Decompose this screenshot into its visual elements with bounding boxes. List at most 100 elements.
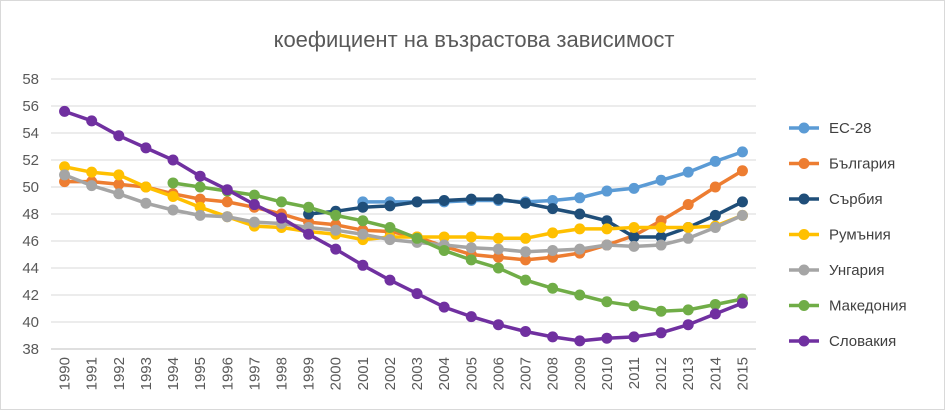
data-point — [248, 189, 260, 201]
data-point — [682, 319, 694, 331]
series-4 — [59, 169, 748, 258]
x-tick-label: 2015 — [734, 357, 751, 390]
data-point — [736, 297, 748, 309]
legend-label: Унгария — [829, 262, 884, 279]
x-tick-label: 1999 — [301, 357, 318, 390]
data-point — [113, 169, 125, 181]
data-point — [167, 204, 179, 216]
data-point — [547, 244, 559, 256]
x-tick-label: 2009 — [572, 357, 589, 390]
data-point — [601, 296, 613, 308]
x-tick-label: 1993 — [138, 357, 155, 390]
legend-label: Словакия — [829, 333, 896, 350]
y-tick-label: 56 — [22, 98, 39, 115]
data-point — [86, 180, 98, 192]
data-point — [574, 243, 586, 255]
y-tick-label: 52 — [22, 152, 39, 169]
x-tick-label: 1998 — [273, 357, 290, 390]
x-tick-label: 2001 — [355, 357, 372, 390]
data-point — [655, 239, 667, 251]
data-point — [411, 288, 423, 300]
legend-swatch-marker — [798, 158, 810, 169]
series-lines — [59, 105, 748, 347]
data-point — [601, 215, 613, 227]
y-tick-label: 46 — [22, 233, 39, 250]
data-point — [113, 188, 125, 200]
x-tick-label: 2002 — [382, 357, 399, 390]
data-point — [221, 196, 233, 208]
axes: 38 40 42 44 46 48 50 52 54 56 58 1990 1991 1992 1993 19… — [22, 71, 756, 390]
x-tick-label: 2003 — [409, 357, 426, 390]
data-point — [682, 222, 694, 233]
x-tick-label: 1990 — [57, 357, 74, 390]
data-point — [574, 335, 586, 347]
data-point — [492, 193, 504, 205]
legend: ЕС-28 България Сърбия Румъния Унгария Македон… — [789, 120, 907, 350]
data-point — [682, 232, 694, 244]
data-point — [574, 192, 586, 204]
series-6 — [59, 105, 748, 347]
y-tick-label: 38 — [22, 341, 39, 358]
data-point — [194, 201, 206, 213]
legend-swatch-marker — [798, 300, 810, 311]
y-tick-label: 42 — [22, 287, 39, 304]
data-point — [520, 325, 532, 337]
data-point — [709, 155, 721, 167]
x-tick-label: 1992 — [111, 357, 128, 390]
data-point — [221, 184, 233, 196]
y-tick-label: 58 — [22, 71, 39, 88]
data-point — [547, 203, 559, 215]
x-tick-label: 2014 — [707, 357, 724, 390]
series-line — [171, 181, 745, 313]
data-point — [709, 298, 721, 310]
legend-swatch-marker — [798, 193, 810, 205]
data-point — [547, 282, 559, 294]
data-point — [194, 209, 206, 221]
data-point — [438, 244, 450, 256]
legend-item: Сърбия — [789, 191, 883, 208]
x-tick-label: 2000 — [328, 357, 345, 390]
x-tick-label: 2010 — [599, 357, 616, 390]
data-point — [113, 130, 125, 142]
data-point — [465, 311, 477, 323]
data-point — [492, 319, 504, 331]
series-1 — [59, 165, 748, 266]
data-point — [303, 201, 315, 213]
data-point — [465, 254, 477, 266]
data-point — [140, 142, 152, 154]
data-point — [520, 246, 532, 258]
data-point — [628, 331, 640, 343]
data-point — [465, 242, 477, 254]
data-point — [86, 166, 98, 178]
data-point — [248, 199, 260, 211]
data-point — [628, 182, 640, 194]
data-point — [682, 199, 694, 211]
data-point — [357, 259, 369, 271]
legend-item: Македония — [789, 298, 907, 315]
data-point — [709, 222, 721, 233]
data-point — [655, 305, 667, 317]
data-point — [492, 251, 504, 263]
data-point — [628, 231, 640, 243]
data-point — [736, 146, 748, 158]
data-point — [655, 231, 667, 243]
legend-item: Унгария — [789, 262, 884, 279]
data-point — [167, 190, 179, 202]
x-tick-label: 2011 — [626, 357, 643, 389]
data-point — [59, 105, 71, 117]
data-point — [574, 223, 586, 235]
data-point — [411, 196, 423, 208]
data-point — [574, 208, 586, 220]
data-point — [709, 308, 721, 320]
legend-swatch-marker — [798, 264, 810, 276]
x-tick-label: 2013 — [680, 357, 697, 390]
data-point — [547, 195, 559, 206]
data-point — [709, 181, 721, 193]
data-point — [438, 301, 450, 313]
data-point — [520, 232, 532, 244]
x-tick-label: 2008 — [545, 357, 562, 390]
data-point — [682, 166, 694, 178]
legend-swatch-marker — [798, 122, 810, 134]
data-point — [492, 262, 504, 274]
data-point — [303, 228, 315, 240]
